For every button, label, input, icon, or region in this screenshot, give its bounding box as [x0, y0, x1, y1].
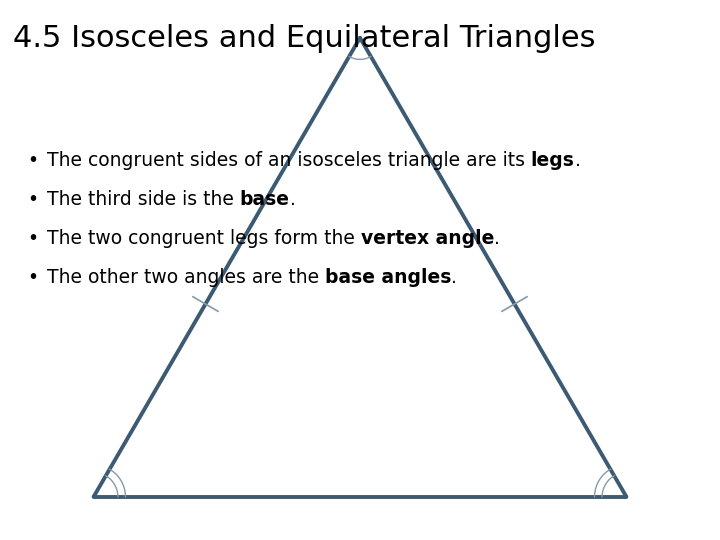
Text: .: .	[575, 151, 580, 170]
Text: •: •	[27, 190, 38, 209]
Text: The two congruent legs form the: The two congruent legs form the	[47, 229, 361, 248]
Text: •: •	[27, 229, 38, 248]
Text: 4.5 Isosceles and Equilateral Triangles: 4.5 Isosceles and Equilateral Triangles	[13, 24, 595, 53]
Text: •: •	[27, 151, 38, 170]
Text: .: .	[451, 268, 457, 287]
Text: base: base	[240, 190, 289, 209]
Text: .: .	[289, 190, 295, 209]
Text: .: .	[494, 229, 500, 248]
Text: base angles: base angles	[325, 268, 451, 287]
Text: The other two angles are the: The other two angles are the	[47, 268, 325, 287]
Text: The third side is the: The third side is the	[47, 190, 240, 209]
Text: legs: legs	[531, 151, 575, 170]
Text: •: •	[27, 268, 38, 287]
Text: The congruent sides of an isosceles triangle are its: The congruent sides of an isosceles tria…	[47, 151, 531, 170]
Text: vertex angle: vertex angle	[361, 229, 494, 248]
